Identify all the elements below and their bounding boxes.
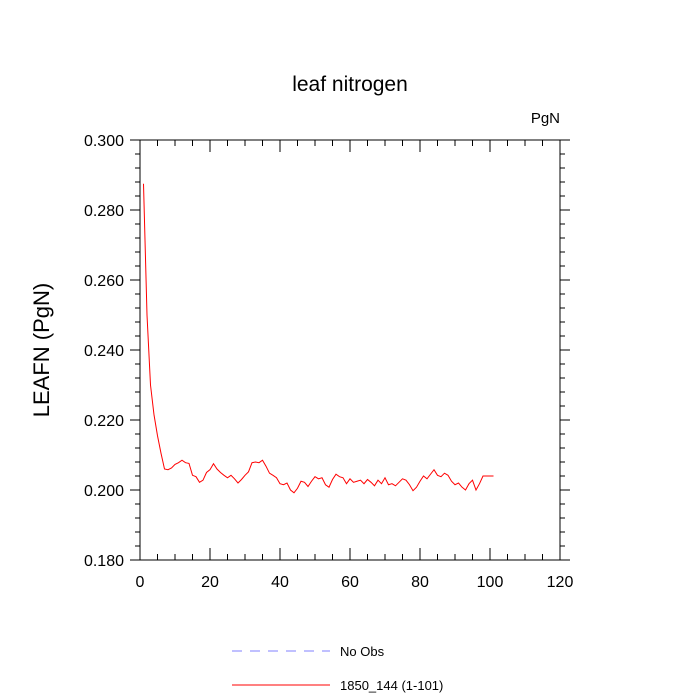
x-tick-label: 20 [201, 574, 219, 591]
y-tick-label: 0.260 [84, 273, 124, 290]
y-tick-label: 0.240 [84, 343, 124, 360]
x-tick-label: 60 [341, 574, 359, 591]
series-layer [143, 183, 494, 494]
x-tick-label: 80 [411, 574, 429, 591]
x-tick-label: 40 [271, 574, 289, 591]
y-tick-label: 0.200 [84, 483, 124, 500]
legend-label-no-obs: No Obs [340, 644, 385, 659]
y-tick-label: 0.180 [84, 553, 124, 570]
y-tick-label: 0.280 [84, 203, 124, 220]
y-tick-label: 0.220 [84, 413, 124, 430]
chart-title: leaf nitrogen [292, 73, 408, 96]
legend: No Obs 1850_144 (1-101) [232, 644, 443, 693]
plot-frame [139, 139, 561, 561]
units-label: PgN [531, 110, 560, 127]
legend-label-1850-144: 1850_144 (1-101) [340, 678, 443, 693]
y-tick-label: 0.300 [84, 133, 124, 150]
y-tick-labels: 0.180 0.200 0.220 0.240 0.260 0.280 0.300 [84, 133, 124, 570]
x-tick-label: 120 [547, 574, 574, 591]
series-line [143, 183, 494, 494]
y-axis-label: LEAFN (PgN) [29, 283, 54, 417]
x-tick-label: 0 [136, 574, 145, 591]
x-tick-label: 100 [477, 574, 504, 591]
axis-ticks [130, 139, 570, 561]
x-tick-labels: 0 20 40 60 80 100 120 [136, 574, 574, 591]
